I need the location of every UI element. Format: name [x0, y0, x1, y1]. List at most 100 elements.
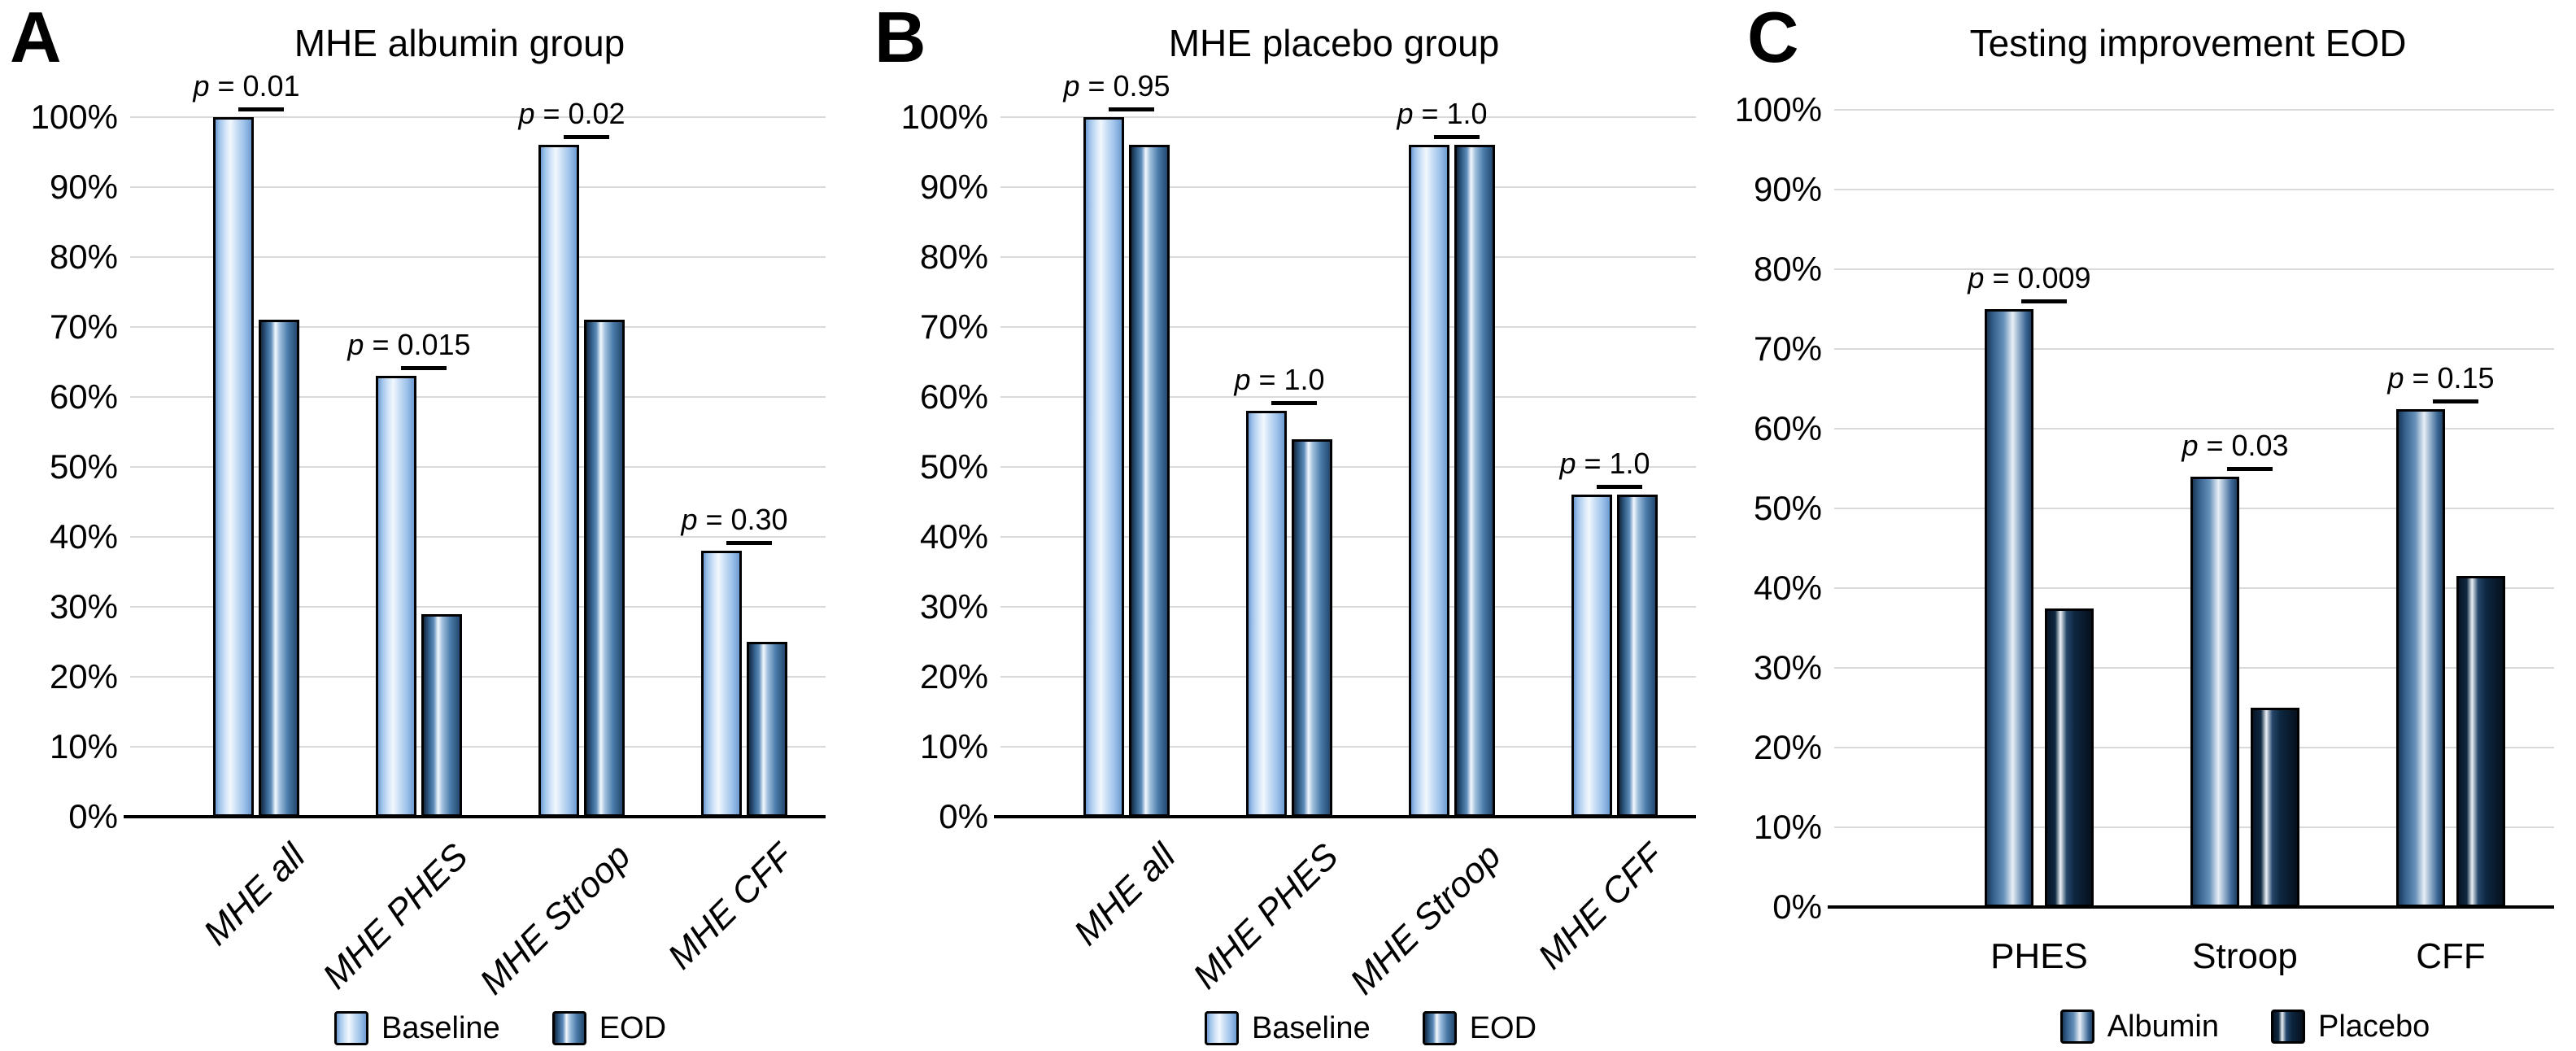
y-tick-label: 30% — [919, 587, 988, 626]
y-tick-label: 10% — [919, 727, 988, 765]
legend-item-albumin: Albumin — [2059, 1007, 2219, 1046]
gridline — [1000, 606, 1696, 608]
p-italic: p — [1063, 69, 1080, 102]
bar-albumin-cff — [2396, 408, 2445, 907]
y-tick-label: 90% — [1753, 170, 1822, 208]
y-tick-label: 30% — [49, 587, 118, 626]
y-tick-label: 40% — [919, 517, 988, 556]
y-tick-label: 90% — [49, 168, 118, 206]
y-tick-label: 100% — [900, 98, 988, 136]
gridline — [130, 606, 826, 608]
legend-swatch-placebo — [2270, 1010, 2305, 1044]
bar-placebo-stroop — [2251, 708, 2299, 907]
legend: Baseline EOD — [191, 1009, 809, 1048]
gridline — [130, 256, 826, 258]
panel-letter-b: B — [874, 0, 926, 77]
p-value-annotation: p = 0.009 — [1891, 260, 2168, 296]
p-value-text: = 0.009 — [1984, 261, 2091, 294]
p-value-text: = 0.02 — [534, 97, 625, 131]
p-underline — [1271, 401, 1317, 406]
y-tick-label: 40% — [49, 517, 118, 556]
p-italic: p — [347, 328, 364, 362]
gridline — [130, 746, 826, 748]
y-tick-label: 80% — [1753, 250, 1822, 288]
panel-letter-a: A — [10, 0, 62, 77]
p-value-text: = 1.0 — [1576, 447, 1650, 481]
y-tick-label: 50% — [919, 447, 988, 486]
bar-eod-mhe-phes — [1292, 438, 1332, 817]
legend-swatch-eod — [1422, 1011, 1457, 1045]
gridline — [1000, 396, 1696, 398]
gridline — [1000, 746, 1696, 748]
x-axis-label-cff: CFF — [2416, 936, 2486, 976]
p-value-text: = 1.0 — [1250, 363, 1325, 397]
legend-swatch-baseline — [1204, 1011, 1239, 1045]
y-tick-label: 50% — [49, 447, 118, 486]
p-value-annotation: p = 0.015 — [271, 327, 547, 363]
x-axis-label-stroop: Stroop — [2192, 936, 2298, 976]
p-italic: p — [2182, 428, 2199, 462]
p-italic: p — [1234, 363, 1251, 397]
gridline — [1000, 536, 1696, 538]
gridline — [1000, 256, 1696, 258]
p-underline — [1434, 135, 1480, 140]
bar-baseline-mhe-all — [1083, 117, 1124, 817]
x-axis-label-phes: PHES — [1990, 936, 2088, 976]
p-value-text: = 0.01 — [209, 69, 300, 102]
gridline — [130, 326, 826, 328]
y-tick-label: 70% — [49, 307, 118, 346]
gridline — [130, 116, 826, 118]
x-axis-line — [994, 815, 1696, 818]
legend: Baseline EOD — [1061, 1009, 1680, 1048]
y-tick-label: 0% — [68, 797, 118, 835]
p-value-annotation: p = 0.95 — [979, 68, 1255, 104]
gridline — [1000, 326, 1696, 328]
bar-baseline-mhe-cff — [1571, 495, 1612, 817]
bar-eod-mhe-stroop — [1454, 145, 1495, 817]
legend-item-eod: EOD — [1422, 1009, 1536, 1048]
legend-item-placebo: Placebo — [2270, 1007, 2430, 1046]
bar-baseline-mhe-all — [213, 117, 254, 817]
legend: Albumin Placebo — [1936, 1007, 2554, 1046]
bar-baseline-mhe-phes — [376, 376, 416, 817]
gridline — [130, 536, 826, 538]
bar-placebo-cff — [2456, 576, 2505, 907]
gridline — [1834, 189, 2554, 190]
y-tick-label: 100% — [30, 98, 118, 136]
y-tick-label: 100% — [1734, 90, 1822, 129]
bar-baseline-mhe-stroop — [1409, 145, 1449, 817]
y-tick-label: 60% — [1753, 409, 1822, 447]
p-underline — [2021, 299, 2067, 303]
gridline — [1000, 186, 1696, 188]
gridline — [1000, 116, 1696, 118]
y-tick-label: 80% — [49, 238, 118, 276]
gridline — [130, 676, 826, 678]
legend-label-eod: EOD — [599, 1011, 667, 1045]
legend-item-eod: EOD — [551, 1009, 667, 1048]
legend-label-baseline: Baseline — [381, 1011, 500, 1045]
x-axis-line — [124, 815, 826, 818]
y-tick-label: 20% — [1753, 728, 1822, 766]
p-underline — [2227, 466, 2273, 471]
gridline — [1834, 268, 2554, 270]
y-tick-label: 20% — [49, 657, 118, 696]
p-value-annotation: p = 0.30 — [596, 502, 873, 538]
p-value-annotation: p = 0.15 — [2303, 360, 2576, 396]
y-tick-label: 10% — [1753, 808, 1822, 846]
y-tick-label: 10% — [49, 727, 118, 765]
p-value-text: = 0.95 — [1079, 69, 1170, 102]
p-italic: p — [1397, 97, 1414, 131]
gridline — [1834, 348, 2554, 350]
bar-baseline-mhe-phes — [1246, 411, 1287, 817]
panel-letter-c: C — [1747, 0, 1799, 77]
p-value-annotation: p = 0.01 — [108, 68, 385, 104]
p-value-text: = 1.0 — [1413, 97, 1488, 131]
legend-swatch-eod — [551, 1011, 586, 1045]
p-value-text: = 0.15 — [2404, 360, 2495, 395]
legend-label-albumin: Albumin — [2107, 1010, 2219, 1044]
bar-eod-mhe-phes — [421, 613, 462, 817]
y-tick-label: 40% — [1753, 569, 1822, 607]
gridline — [130, 186, 826, 188]
p-value-annotation: p = 0.02 — [434, 96, 710, 132]
